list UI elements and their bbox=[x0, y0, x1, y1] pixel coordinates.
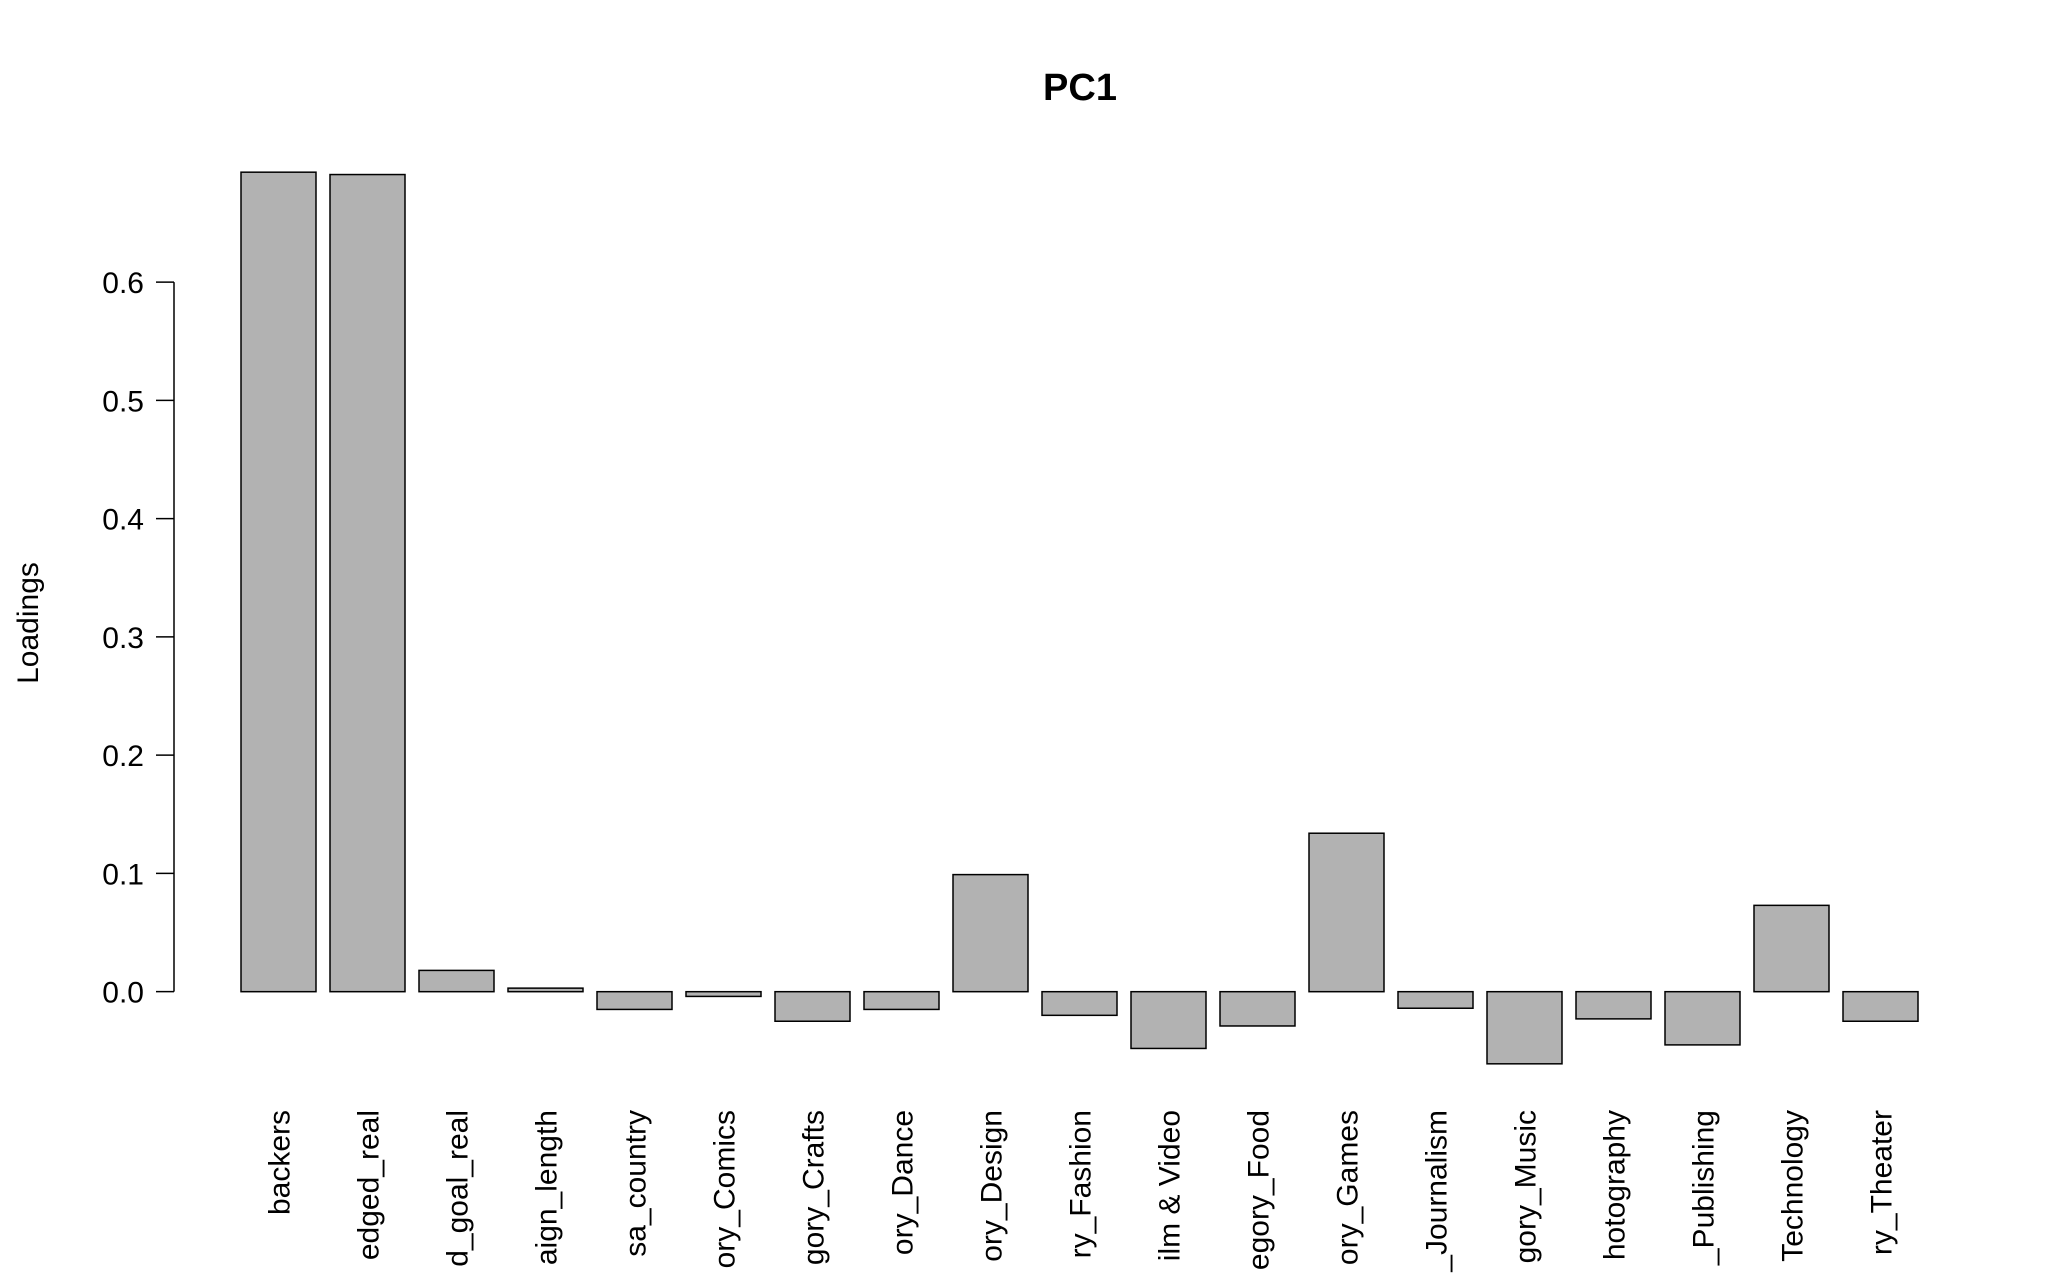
y-tick-label: 0.6 bbox=[102, 267, 144, 300]
y-axis-label: Loadings bbox=[12, 562, 45, 684]
bar bbox=[863, 990, 940, 1011]
bar bbox=[1041, 990, 1118, 1017]
bar bbox=[240, 171, 317, 993]
x-tick-label: backers bbox=[264, 1110, 297, 1215]
bar bbox=[952, 873, 1029, 993]
bar bbox=[418, 969, 495, 993]
chart-title: PC1 bbox=[1043, 67, 1117, 109]
bar bbox=[329, 173, 406, 993]
bar bbox=[1219, 990, 1296, 1027]
x-tick-label: gory_Crafts bbox=[798, 1110, 831, 1265]
y-tick-label: 0.3 bbox=[102, 622, 144, 655]
x-tick-label: ory_Games bbox=[1332, 1110, 1365, 1265]
bar bbox=[774, 990, 851, 1022]
x-tick-label: _Publishing bbox=[1688, 1110, 1721, 1266]
x-tick-label: sa_country bbox=[620, 1110, 653, 1257]
y-tick-label: 0.1 bbox=[102, 858, 144, 891]
x-tick-label: ory_Comics bbox=[709, 1110, 742, 1268]
y-tick-label: 0.5 bbox=[102, 385, 144, 418]
x-tick-label: ory_Dance bbox=[887, 1110, 920, 1255]
x-tick-label: ry_Theater bbox=[1866, 1110, 1899, 1255]
x-tick-label: egory_Food bbox=[1243, 1110, 1276, 1270]
bar bbox=[1130, 990, 1207, 1050]
bar bbox=[1486, 990, 1563, 1065]
x-tick-label: edged_real bbox=[353, 1110, 386, 1260]
y-tick-label: 0.4 bbox=[102, 504, 144, 537]
x-tick-label: _Journalism bbox=[1421, 1110, 1454, 1273]
bar bbox=[596, 990, 673, 1011]
bar bbox=[1308, 832, 1385, 993]
x-tick-label: Technology bbox=[1777, 1110, 1810, 1262]
x-tick-label: gory_Music bbox=[1510, 1110, 1543, 1263]
x-tick-label: aign_length bbox=[531, 1110, 564, 1265]
bar bbox=[685, 990, 762, 998]
x-tick-label: hotography bbox=[1599, 1110, 1632, 1260]
bar bbox=[1575, 990, 1652, 1020]
bar bbox=[1753, 904, 1830, 993]
y-tick-label: 0.2 bbox=[102, 740, 144, 773]
bar bbox=[507, 987, 584, 993]
y-tick-label: 0.0 bbox=[102, 977, 144, 1010]
x-tick-label: ory_Design bbox=[976, 1110, 1009, 1262]
x-tick-label: d_goal_real bbox=[442, 1110, 475, 1267]
bar bbox=[1842, 990, 1919, 1022]
x-tick-label: ry_Fashion bbox=[1065, 1110, 1098, 1258]
x-tick-label: ilm & Video bbox=[1154, 1110, 1187, 1261]
bar bbox=[1664, 990, 1741, 1046]
bar bbox=[1397, 990, 1474, 1009]
